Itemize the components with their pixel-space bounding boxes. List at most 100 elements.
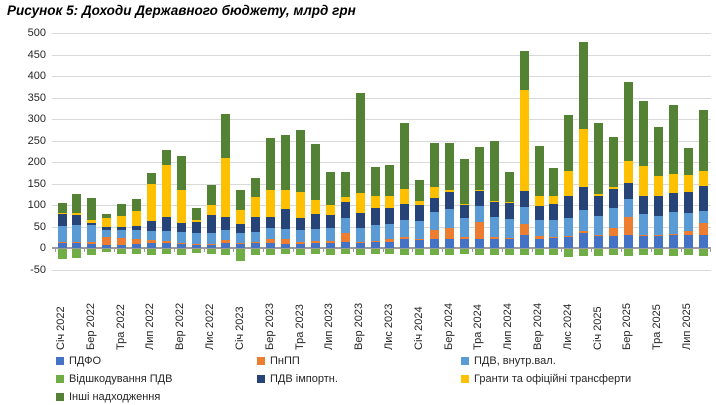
- bar-segment-other: [87, 198, 97, 221]
- gridline: [52, 76, 711, 77]
- bar-segment-vat_dom: [594, 216, 604, 236]
- bar-segment-vat_dom: [310, 228, 320, 242]
- y-axis-tick-label: 400: [27, 70, 46, 82]
- bar-segment-pdfo: [266, 243, 276, 248]
- x-axis-tick: [173, 248, 175, 252]
- bar-segment-pnpp: [400, 237, 410, 239]
- bar-segment-vat_dom: [459, 217, 469, 237]
- bar-segment-other: [370, 166, 380, 196]
- bar-segment-pnpp: [415, 239, 425, 241]
- bar-segment-vat_dom: [281, 228, 291, 240]
- legend-label: Інші надходження: [69, 391, 161, 403]
- bar-segment-pdfo: [594, 236, 604, 248]
- bar-segment-vat_dom: [340, 217, 350, 234]
- bar-segment-vat_dom: [415, 220, 425, 240]
- bar-segment-pdfo: [609, 235, 619, 248]
- x-axis-tick: [561, 248, 563, 252]
- bar-segment-other: [638, 101, 648, 166]
- bar-segment-vat_refund: [370, 249, 380, 255]
- x-axis-tick: [203, 248, 205, 252]
- bar-segment-vat_dom: [296, 229, 305, 242]
- bar-segment-pnpp: [206, 243, 216, 245]
- bar-segment-grants: [146, 183, 156, 221]
- bar-segment-vat_refund: [519, 249, 529, 256]
- bar-segment-other: [221, 113, 231, 159]
- bar-segment-vat_imp: [549, 203, 559, 221]
- x-axis-label: Вер 2022: [174, 302, 187, 350]
- bar-segment-vat_imp: [132, 225, 142, 231]
- bar-segment-vat_imp: [534, 205, 544, 221]
- bar-segment-other: [579, 41, 589, 130]
- bar-segment-vat_imp: [459, 205, 469, 218]
- gridline: [52, 54, 711, 56]
- bar-segment-vat_imp: [102, 226, 112, 230]
- bar-segment-pnpp: [504, 238, 514, 239]
- legend-item: Гранти та офіційні трансферти: [461, 373, 631, 385]
- bar-segment-grants: [564, 170, 574, 197]
- bar-segment-grants: [489, 200, 499, 202]
- bar-segment-vat_imp: [87, 222, 97, 225]
- bar-segment-vat_refund: [609, 249, 619, 256]
- bar-segment-vat_dom: [400, 220, 410, 238]
- bar-segment-grants: [683, 174, 693, 193]
- bar-segment-other: [474, 146, 484, 190]
- bar-segment-vat_imp: [504, 202, 514, 220]
- bar-segment-grants: [251, 197, 261, 218]
- bar-segment-other: [191, 208, 201, 221]
- x-axis-label: Лип 2023: [323, 303, 336, 350]
- y-axis-tick-label: 100: [27, 199, 46, 211]
- bar-segment-vat_imp: [236, 223, 246, 233]
- bar-segment-grants: [504, 201, 514, 203]
- bar-segment-pnpp: [251, 242, 261, 244]
- bar-segment-vat_imp: [117, 226, 127, 231]
- bar-segment-vat_dom: [445, 209, 455, 228]
- y-axis-tick-label: 300: [27, 113, 46, 125]
- bar-segment-pnpp: [579, 231, 589, 234]
- bar-segment-grants: [176, 189, 186, 223]
- bar-segment-pdfo: [534, 238, 544, 248]
- bar-segment-pdfo: [87, 244, 97, 248]
- bar-segment-pnpp: [653, 234, 663, 236]
- x-axis-tick: [233, 248, 235, 252]
- bar-segment-vat_dom: [474, 205, 484, 223]
- bar-segment-pdfo: [400, 238, 410, 248]
- bar-segment-other: [698, 109, 708, 171]
- bar-segment-pdfo: [459, 238, 469, 248]
- bar-segment-other: [519, 51, 529, 90]
- bar-segment-grants: [236, 210, 246, 224]
- bar-segment-vat_dom: [579, 210, 589, 232]
- x-axis-tick: [322, 248, 324, 252]
- bar-segment-pdfo: [638, 235, 648, 248]
- legend-swatch-icon: [56, 393, 64, 401]
- gridline: [52, 119, 711, 120]
- bar-segment-pdfo: [281, 243, 291, 248]
- bar-segment-vat_dom: [534, 220, 544, 237]
- legend-swatch-icon: [461, 357, 469, 365]
- bar-segment-pnpp: [355, 241, 365, 243]
- bar-segment-vat_refund: [132, 249, 142, 254]
- bar-segment-grants: [57, 212, 67, 214]
- bar-segment-pnpp: [176, 243, 186, 245]
- bar-segment-vat_imp: [609, 188, 619, 209]
- legend-item: ПДВ імпортн.: [257, 373, 338, 385]
- legend-item: ПДФО: [56, 355, 101, 367]
- bar-segment-vat_refund: [206, 249, 216, 255]
- x-axis-label: Лис 2022: [204, 303, 217, 350]
- bar-segment-vat_dom: [638, 214, 648, 235]
- bar-segment-vat_dom: [430, 212, 440, 231]
- bar-segment-pdfo: [191, 244, 201, 248]
- bar-segment-vat_refund: [57, 249, 67, 259]
- chart-title: Рисунок 5: Доходи Державного бюджету, мл…: [7, 3, 356, 18]
- bar-segment-pnpp: [325, 240, 335, 243]
- bar-segment-pnpp: [474, 222, 484, 239]
- gridline: [52, 162, 711, 163]
- legend-item: Інші надходження: [56, 391, 160, 403]
- bar-segment-other: [72, 194, 82, 214]
- bar-segment-pnpp: [430, 230, 440, 240]
- bar-segment-pnpp: [534, 236, 544, 239]
- bar-segment-vat_imp: [683, 192, 693, 213]
- bar-segment-vat_dom: [117, 230, 127, 238]
- bar-segment-other: [117, 204, 127, 216]
- bar-segment-vat_refund: [236, 249, 246, 262]
